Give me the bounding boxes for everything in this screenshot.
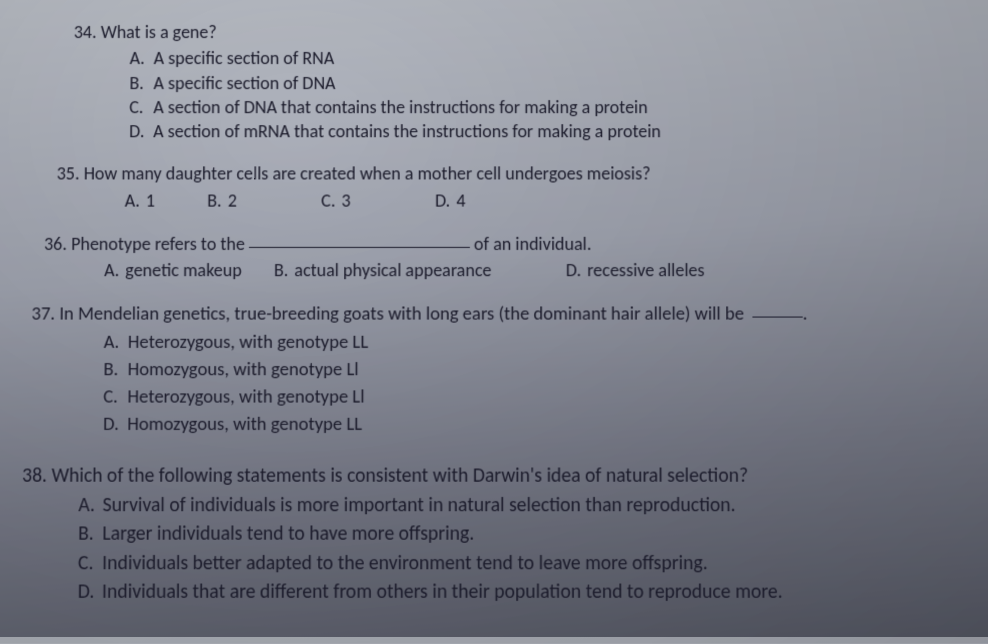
option: D.Homozygous, with genotype LL (103, 411, 968, 438)
stem-before: In Mendelian genetics, true-breeding goa… (59, 302, 748, 325)
worksheet-page: 34. What is a gene? A.A specific section… (0, 0, 988, 644)
question-38: 38. Which of the following statements is… (29, 462, 969, 606)
option-text: Individuals that are different from othe… (102, 579, 783, 603)
option: B. actual physical appearance (274, 258, 492, 283)
option: B.Larger individuals tend to have more o… (78, 520, 968, 549)
option: D.Individuals that are different from ot… (78, 577, 969, 606)
question-number: 35. (57, 163, 80, 185)
option: C.A section of DNA that contains the ins… (129, 95, 965, 119)
option-letter: D. (103, 411, 127, 438)
option-text: 3 (341, 189, 350, 211)
option: D.A section of mRNA that contains the in… (129, 119, 965, 143)
option-text: A specific section of RNA (154, 47, 335, 69)
option-letter: A. (78, 491, 102, 520)
option-text: 1 (146, 189, 155, 211)
question-number: 36. (44, 233, 67, 255)
question-number: 38. (22, 463, 47, 487)
stem-after: . (803, 302, 808, 325)
question-35-options: A. 1 B. 2 C. 3 D. 4 (125, 188, 966, 213)
option-text: Heterozygous, with genotype LL (128, 330, 368, 353)
question-38-options: A.Survival of individuals is more import… (78, 491, 969, 606)
stem-before: Phenotype refers to the (71, 233, 249, 255)
option-letter: A. (104, 329, 128, 356)
question-35: 35. How many daughter cells are created … (32, 162, 965, 214)
option: B.Homozygous, with genotype Ll (103, 356, 967, 383)
option-text: Homozygous, with genotype LL (127, 412, 362, 435)
question-text: What is a gene? (101, 21, 217, 43)
option-text: Larger individuals tend to have more off… (102, 522, 474, 546)
option: D. 4 (435, 188, 465, 213)
option-letter: D. (78, 577, 102, 606)
option-text: 2 (228, 189, 237, 211)
fill-blank (249, 247, 470, 248)
option-letter: B. (129, 71, 153, 95)
option-letter: D. (129, 119, 153, 143)
question-number: 34. (74, 21, 97, 43)
option: A.Survival of individuals is more import… (78, 491, 968, 520)
option-text: Individuals better adapted to the enviro… (102, 550, 708, 574)
option-letter: C. (321, 189, 335, 211)
option: A.Heterozygous, with genotype LL (104, 329, 967, 356)
question-35-stem: 35. How many daughter cells are created … (57, 162, 966, 186)
option-letter: B. (103, 356, 127, 383)
option: A.A specific section of RNA (130, 46, 965, 70)
option-text: genetic makeup (125, 259, 241, 281)
option: D. recessive alleles (566, 258, 705, 283)
option-text: Homozygous, with genotype Ll (128, 357, 359, 380)
option: C.Heterozygous, with genotype Ll (103, 383, 967, 410)
option-text: Heterozygous, with genotype Ll (127, 384, 364, 407)
option-letter: D. (566, 259, 581, 281)
question-36: 36. Phenotype refers to the of an indivi… (32, 232, 967, 284)
option-letter: C. (103, 383, 127, 410)
option-letter: C. (78, 548, 102, 577)
option: C. 3 (321, 188, 350, 213)
option-text: A section of DNA that contains the instr… (153, 96, 647, 118)
question-37-options: A.Heterozygous, with genotype LL B.Homoz… (103, 329, 968, 438)
option: C.Individuals better adapted to the envi… (78, 548, 969, 577)
question-37: 37. In Mendelian genetics, true-breeding… (30, 302, 967, 438)
option-letter: B. (207, 189, 222, 211)
stem-after: of an individual. (470, 233, 591, 255)
option-text: recessive alleles (587, 259, 704, 281)
question-34-stem: 34. What is a gene? (74, 20, 965, 44)
option-letter: C. (129, 95, 153, 119)
option-letter: B. (274, 259, 288, 281)
option-text: A specific section of DNA (153, 72, 335, 94)
option-text: Survival of individuals is more importan… (102, 493, 735, 517)
question-37-stem: 37. In Mendelian genetics, true-breeding… (31, 302, 966, 327)
question-36-stem: 36. Phenotype refers to the of an indivi… (44, 232, 966, 256)
question-36-options: A. genetic makeup B. actual physical appea… (104, 258, 966, 283)
option-text: A section of mRNA that contains the inst… (153, 120, 661, 142)
question-38-stem: 38. Which of the following statements is… (22, 462, 968, 489)
option-letter: D. (435, 189, 450, 211)
question-number: 37. (31, 302, 55, 325)
option-letter: B. (78, 520, 102, 549)
option-text: actual physical appearance (294, 259, 491, 281)
question-text: Which of the following statements is con… (51, 463, 748, 487)
question-text: How many daughter cells are created when… (84, 163, 651, 185)
option: A. 1 (125, 188, 155, 213)
option-text: 4 (456, 189, 465, 211)
option: B.A specific section of DNA (129, 71, 964, 95)
question-34-options: A.A specific section of RNA B.A specific… (129, 46, 965, 143)
fill-blank (752, 317, 802, 318)
option-letter: A. (104, 259, 119, 281)
option-letter: A. (125, 189, 140, 211)
option-letter: A. (130, 46, 154, 70)
option: B. 2 (207, 188, 237, 213)
question-34: 34. What is a gene? A.A specific section… (33, 20, 965, 144)
option: A. genetic makeup (104, 258, 242, 283)
